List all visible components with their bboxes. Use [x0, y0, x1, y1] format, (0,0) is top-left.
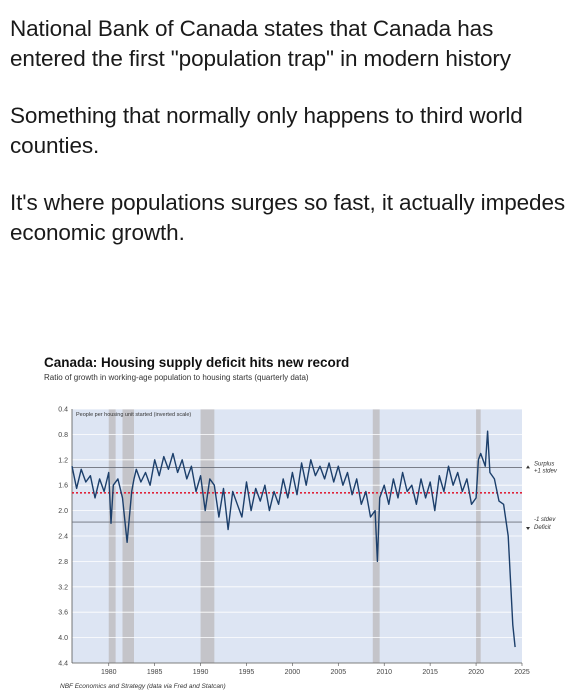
annotation-minus-1sd: -1 stdev	[534, 517, 556, 523]
annotation-plus-1sd: +1 stdev	[534, 468, 558, 474]
y-tick-label-2: 1.2	[58, 457, 68, 464]
post-paragraph-2: Something that normally only happens to …	[10, 103, 523, 158]
x-tick-label-6: 2010	[376, 669, 392, 676]
y-axis-label: People per housing unit started (inverte…	[76, 412, 191, 418]
x-tick-label-1: 1985	[147, 669, 163, 676]
annotation-deficit: Deficit	[534, 525, 551, 531]
y-tick-label-4: 2.0	[58, 508, 68, 515]
annotation-surplus-arrow	[526, 465, 530, 469]
x-tick-label-8: 2020	[468, 669, 484, 676]
y-tick-label-1: 0.8	[58, 432, 68, 439]
chart-plot: 0.4 0.8 1.2 1.6 2.0 2.4 2.8 3.2 3.6 4.0 4.4 1980 198…	[58, 407, 558, 677]
y-tick-label-7: 3.2	[58, 584, 68, 591]
chart-card: Canada: Housing supply deficit hits new …	[32, 345, 576, 695]
y-tick-label-3: 1.6	[58, 483, 68, 490]
y-tick-label-0: 0.4	[58, 407, 68, 414]
chart-subtitle: Ratio of growth in working-age populatio…	[44, 373, 309, 382]
chart-title: Canada: Housing supply deficit hits new …	[44, 355, 350, 370]
post-paragraph-3: It's where populations surges so fast, i…	[10, 190, 566, 245]
y-tick-label-6: 2.8	[58, 559, 68, 566]
annotation-surplus: Surplus	[534, 461, 554, 467]
y-tick-label-10: 4.4	[58, 661, 68, 668]
annotation-deficit-arrow	[526, 527, 530, 531]
x-tick-label-4: 2000	[285, 669, 301, 676]
x-tick-label-7: 2015	[422, 669, 438, 676]
post-paragraph-1: National Bank of Canada states that Cana…	[10, 16, 511, 71]
x-tick-label-0: 1980	[101, 669, 117, 676]
x-tick-label-5: 2005	[331, 669, 347, 676]
x-tick-label-9: 2025	[514, 669, 530, 676]
y-tick-label-8: 3.6	[58, 610, 68, 617]
y-tick-label-5: 2.4	[58, 534, 68, 541]
series-line	[71, 430, 516, 648]
y-tick-label-9: 4.0	[58, 635, 68, 642]
x-tick-label-2: 1990	[193, 669, 209, 676]
post-text: National Bank of Canada states that Cana…	[10, 14, 566, 275]
chart-source: NBF Economics and Strategy (data via Fre…	[60, 683, 226, 690]
x-tick-label-3: 1995	[239, 669, 255, 676]
